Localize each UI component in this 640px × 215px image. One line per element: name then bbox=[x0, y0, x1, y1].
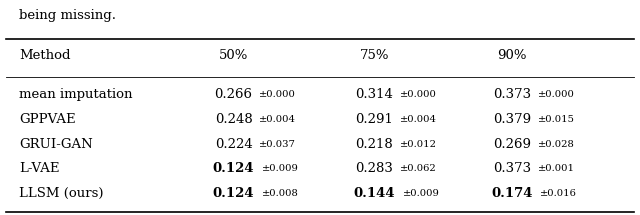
Text: ±0.000: ±0.000 bbox=[400, 90, 437, 99]
Text: ±0.008: ±0.008 bbox=[262, 189, 299, 198]
Text: ±0.062: ±0.062 bbox=[400, 164, 437, 173]
Text: ±0.000: ±0.000 bbox=[259, 90, 296, 99]
Text: 0.269: 0.269 bbox=[493, 138, 531, 150]
Text: ±0.012: ±0.012 bbox=[400, 140, 437, 149]
Text: 0.174: 0.174 bbox=[492, 187, 532, 200]
Text: 0.373: 0.373 bbox=[493, 88, 531, 101]
Text: 0.224: 0.224 bbox=[215, 138, 252, 150]
Text: ±0.028: ±0.028 bbox=[538, 140, 575, 149]
Text: Method: Method bbox=[19, 49, 70, 62]
Text: ±0.000: ±0.000 bbox=[538, 90, 575, 99]
Text: 0.124: 0.124 bbox=[212, 187, 255, 200]
Text: ±0.016: ±0.016 bbox=[540, 189, 577, 198]
Text: ±0.009: ±0.009 bbox=[262, 164, 299, 173]
Text: GPPVAE: GPPVAE bbox=[19, 113, 76, 126]
Text: 0.124: 0.124 bbox=[212, 162, 255, 175]
Text: mean imputation: mean imputation bbox=[19, 88, 132, 101]
Text: 90%: 90% bbox=[497, 49, 527, 62]
Text: 0.218: 0.218 bbox=[356, 138, 393, 150]
Text: 0.144: 0.144 bbox=[353, 187, 396, 200]
Text: 50%: 50% bbox=[219, 49, 248, 62]
Text: 0.291: 0.291 bbox=[355, 113, 394, 126]
Text: ±0.037: ±0.037 bbox=[259, 140, 296, 149]
Text: ±0.004: ±0.004 bbox=[400, 115, 437, 124]
Text: ±0.015: ±0.015 bbox=[538, 115, 575, 124]
Text: being missing.: being missing. bbox=[19, 9, 116, 22]
Text: 75%: 75% bbox=[360, 49, 389, 62]
Text: 0.373: 0.373 bbox=[493, 162, 531, 175]
Text: L-VAE: L-VAE bbox=[19, 162, 60, 175]
Text: 0.266: 0.266 bbox=[214, 88, 253, 101]
Text: 0.314: 0.314 bbox=[355, 88, 394, 101]
Text: GRUI-GAN: GRUI-GAN bbox=[19, 138, 93, 150]
Text: LLSM (ours): LLSM (ours) bbox=[19, 187, 104, 200]
Text: ±0.004: ±0.004 bbox=[259, 115, 296, 124]
Text: 0.379: 0.379 bbox=[493, 113, 531, 126]
Text: 0.283: 0.283 bbox=[355, 162, 394, 175]
Text: 0.248: 0.248 bbox=[215, 113, 252, 126]
Text: ±0.009: ±0.009 bbox=[403, 189, 440, 198]
Text: ±0.001: ±0.001 bbox=[538, 164, 575, 173]
